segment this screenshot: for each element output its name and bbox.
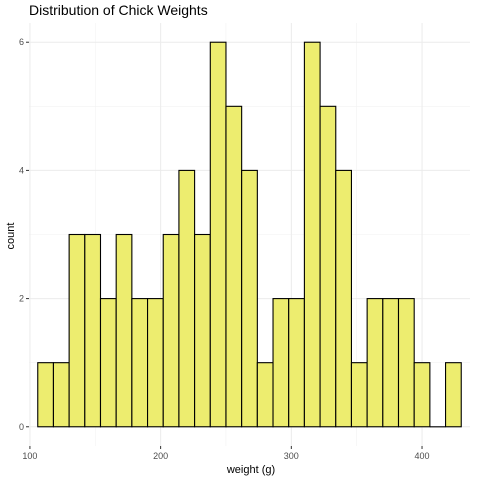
x-tick-label: 100 bbox=[22, 451, 37, 461]
histogram-bar bbox=[350, 362, 368, 428]
histogram-bar bbox=[131, 298, 149, 428]
x-tick-label: 300 bbox=[284, 451, 299, 461]
histogram-bar bbox=[445, 362, 462, 428]
y-tick-label: 4 bbox=[19, 165, 24, 175]
histogram-bar bbox=[256, 362, 274, 428]
histogram-bar bbox=[303, 41, 321, 428]
histogram-bar bbox=[52, 362, 70, 428]
histogram-bar bbox=[115, 233, 133, 428]
histogram-bar bbox=[413, 362, 431, 428]
histogram-bar bbox=[397, 298, 415, 428]
histogram-bar bbox=[146, 298, 164, 428]
histogram-bar bbox=[99, 298, 117, 428]
y-axis-title: count bbox=[5, 223, 17, 250]
histogram-bar bbox=[366, 298, 384, 428]
histogram-bar bbox=[162, 233, 180, 428]
x-axis-title: weight (g) bbox=[226, 464, 275, 476]
histogram-bar bbox=[241, 169, 258, 428]
y-tick-label: 0 bbox=[19, 422, 24, 432]
histogram-bar bbox=[319, 105, 337, 428]
histogram-bar bbox=[84, 233, 102, 428]
x-tick-label: 200 bbox=[153, 451, 168, 461]
histogram-bar bbox=[288, 298, 305, 428]
histogram-bar bbox=[194, 233, 211, 428]
histogram-bar bbox=[178, 169, 196, 428]
histogram-bar bbox=[68, 233, 86, 428]
y-tick-label: 2 bbox=[19, 294, 24, 304]
histogram-bar bbox=[209, 41, 227, 428]
bars bbox=[37, 41, 462, 428]
y-tick-label: 6 bbox=[19, 37, 24, 47]
x-tick-label: 400 bbox=[415, 451, 430, 461]
axes: 100 200 300 400 0 2 4 6 bbox=[19, 37, 430, 461]
histogram-bar bbox=[335, 169, 353, 428]
histogram-bar bbox=[225, 105, 243, 428]
histogram-bar bbox=[37, 362, 54, 428]
histogram-bar bbox=[382, 298, 400, 428]
chart-title: Distribution of Chick Weights bbox=[29, 2, 208, 18]
histogram-bar bbox=[272, 298, 290, 428]
